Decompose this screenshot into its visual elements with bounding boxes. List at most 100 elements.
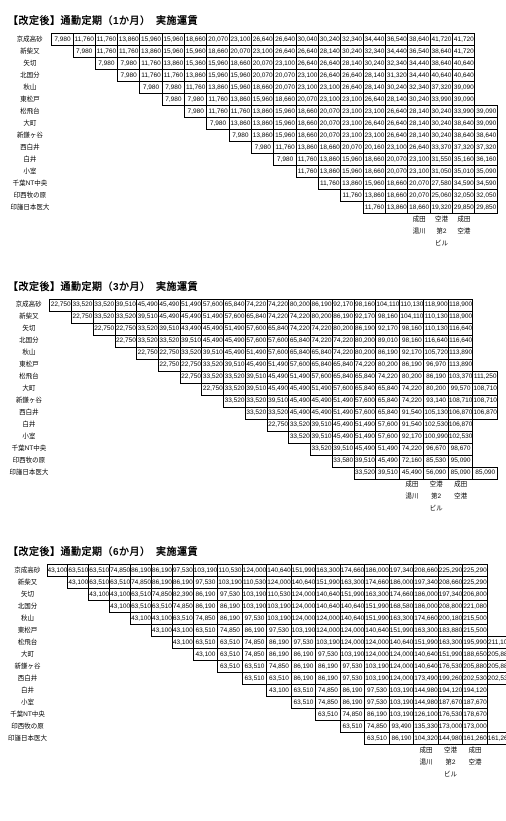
fare-cell: 65,840 [332, 359, 354, 371]
fare-cell: 106,870 [473, 407, 498, 419]
fare-cell: 86,190 [131, 565, 152, 577]
fare-cell: 30,040 [296, 34, 318, 46]
fare-cell: 7,980 [274, 154, 296, 166]
fare-cell: 7,980 [73, 46, 95, 58]
fare-cell: 86,190 [376, 347, 400, 359]
fare-cell: 11,760 [274, 142, 296, 154]
fare-cell: 20,160 [363, 142, 385, 154]
fare-cell: 57,600 [267, 335, 289, 347]
fare-cell: 208,660 [438, 577, 463, 589]
fare-cell: 63,510 [110, 577, 131, 589]
fare-cell: 15,960 [363, 178, 385, 190]
row-label: 西白井 [8, 673, 47, 685]
fare-cell: 63,510 [291, 685, 316, 697]
row-label: 秋山 [8, 82, 52, 94]
fare-cell: 36,540 [386, 34, 408, 46]
fare-cell: 33,370 [430, 142, 452, 154]
fare-cell: 110,530 [218, 565, 243, 577]
fare-cell: 215,500 [463, 625, 488, 637]
fare-cell: 18,660 [229, 58, 251, 70]
fare-cell: 28,140 [386, 94, 408, 106]
fare-cell: 92,170 [400, 431, 424, 443]
fare-cell: 11,760 [229, 106, 251, 118]
fare-cell: 124,000 [291, 589, 316, 601]
fare-cell: 23,100 [319, 82, 341, 94]
fare-cell: 57,600 [289, 359, 311, 371]
table-row: 矢切43,10043,10063,51074,85082,39086,19097… [8, 589, 506, 601]
fare-cell: 63,510 [131, 589, 152, 601]
fare-cell: 86,190 [218, 613, 243, 625]
fare-cell: 28,140 [408, 118, 430, 130]
fare-cell: 124,000 [340, 637, 365, 649]
fare-cell: 33,520 [267, 407, 289, 419]
fare-cell: 22,750 [115, 323, 137, 335]
fare-cell: 11,760 [95, 34, 117, 46]
fare-cell: 15,960 [341, 154, 363, 166]
fare-cell: 39,510 [354, 455, 376, 467]
fare-cell: 65,840 [354, 371, 376, 383]
fare-cell: 187,670 [463, 697, 488, 709]
fare-cell: 163,300 [389, 613, 414, 625]
table-row: 印旛日本医大33,52039,51045,49056,09085,09085,0… [8, 467, 498, 479]
fare-cell: 31,320 [386, 70, 408, 82]
fare-cell: 97,530 [316, 649, 341, 661]
row-label: 新柴又 [8, 311, 50, 323]
fare-cell: 15,960 [162, 34, 184, 46]
fare-cell: 13,860 [252, 130, 274, 142]
fare-cell: 11,760 [341, 190, 363, 202]
fare-cell: 33,520 [202, 359, 224, 371]
fare-cell: 80,200 [376, 359, 400, 371]
fare-cell: 163,300 [414, 625, 439, 637]
fare-cell: 32,340 [386, 58, 408, 70]
fare-cell: 28,140 [363, 70, 385, 82]
fare-cell: 13,860 [140, 46, 162, 58]
fare-cell: 15,960 [341, 166, 363, 178]
footer-label: 成田 [448, 479, 473, 491]
fare-cell: 34,440 [408, 70, 430, 82]
fare-cell: 30,240 [430, 130, 452, 142]
fare-cell: 38,640 [453, 118, 475, 130]
section-title: 【改定後】通勤定期（6か月） 実施運賃 [8, 543, 498, 558]
table-row: 西白井7,98011,76013,86018,66020,07020,16023… [8, 142, 498, 154]
fare-cell: 40,640 [453, 58, 475, 70]
fare-cell: 51,490 [354, 419, 376, 431]
fare-cell: 208,800 [438, 601, 463, 613]
fare-cell: 27,580 [430, 178, 452, 190]
fare-cell: 13,860 [229, 94, 251, 106]
fare-cell: 30,240 [341, 46, 363, 58]
fare-cell: 32,340 [363, 46, 385, 58]
fare-cell: 45,490 [202, 323, 224, 335]
row-label: 矢切 [8, 323, 50, 335]
fare-cell: 74,220 [354, 359, 376, 371]
fare-cell: 26,640 [341, 70, 363, 82]
fare-cell: 33,520 [224, 395, 246, 407]
fare-cell: 18,660 [386, 178, 408, 190]
fare-cell: 124,000 [291, 613, 316, 625]
table-row: 新柴又43,10063,51063,51074,85086,19086,1909… [8, 577, 506, 589]
table-row: 京成高砂43,10063,51063,51074,85086,19086,190… [8, 565, 506, 577]
fare-cell: 13,860 [185, 70, 207, 82]
fare-cell: 22,750 [180, 371, 202, 383]
fare-cell: 15,960 [185, 46, 207, 58]
fare-cell: 20,070 [207, 34, 229, 46]
fare-cell: 124,000 [365, 637, 390, 649]
table-row: 千葉NT中央63,51074,85086,190103,190126,10017… [8, 709, 506, 721]
fare-cell: 97,530 [365, 697, 390, 709]
footer-label: 湯川 [414, 757, 439, 769]
footer-row: 湯川第2空港 [8, 491, 498, 503]
fare-cell: 98,670 [448, 443, 473, 455]
table-row: 東松戸7,9807,98011,76013,86015,96018,66020,… [8, 94, 498, 106]
fare-cell: 22,750 [158, 347, 180, 359]
fare-cell: 80,200 [400, 371, 424, 383]
fare-cell: 74,220 [267, 299, 289, 311]
fare-cell: 13,860 [319, 166, 341, 178]
fare-cell: 26,640 [252, 34, 274, 46]
fare-cell: 103,190 [193, 565, 218, 577]
fare-cell: 33,520 [137, 335, 159, 347]
fare-cell: 86,190 [291, 673, 316, 685]
fare-cell: 15,960 [252, 94, 274, 106]
fare-cell: 33,580 [332, 455, 354, 467]
fare-cell: 118,900 [448, 299, 473, 311]
fare-cell: 97,530 [193, 577, 218, 589]
fare-cell: 18,660 [408, 202, 430, 214]
